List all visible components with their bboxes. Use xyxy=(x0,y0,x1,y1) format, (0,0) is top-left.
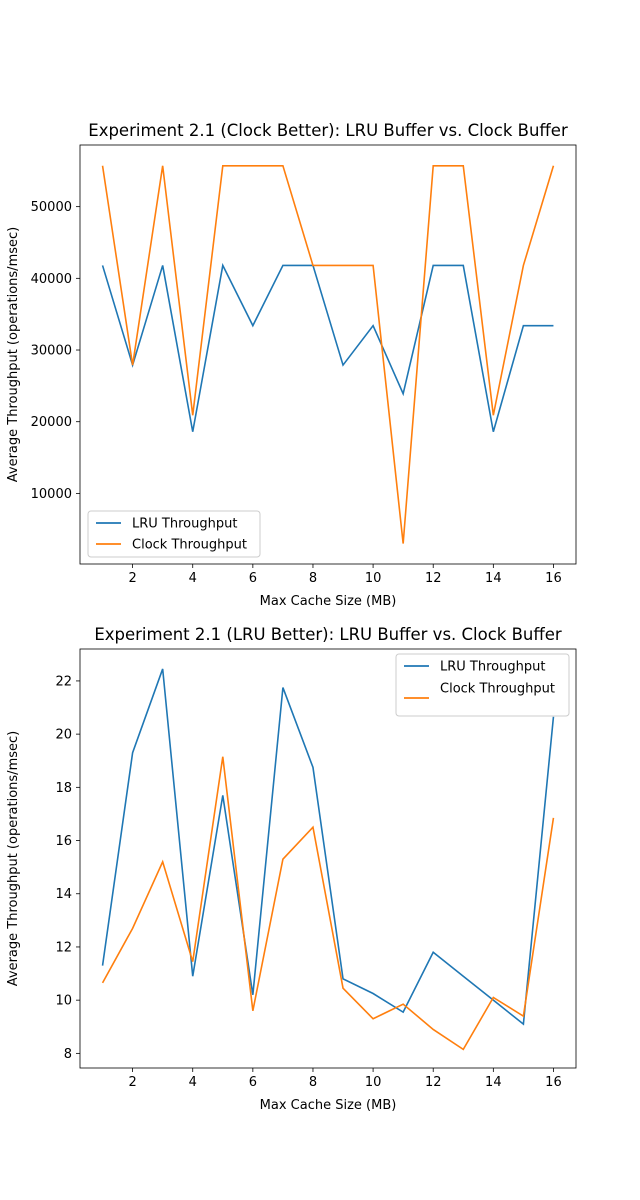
x-tick-label: 4 xyxy=(189,1075,197,1090)
x-tick-label: 6 xyxy=(249,1075,257,1090)
x-tick-label: 12 xyxy=(425,1075,442,1090)
series-line-lru xyxy=(101,262,554,432)
x-tick-label: 4 xyxy=(189,571,197,586)
plot-frame xyxy=(79,648,577,1069)
x-tick-label: 2 xyxy=(128,571,136,586)
y-tick-label: 30000 xyxy=(31,344,72,359)
chart-title: Experiment 2.1 (LRU Better): LRU Buffer … xyxy=(94,625,562,644)
chart-2: Experiment 2.1 (LRU Better): LRU Buffer … xyxy=(6,625,577,1113)
y-axis-label: Average Throughput (operations/msec) xyxy=(6,731,21,986)
y-axis-label: Average Throughput (operations/msec) xyxy=(6,227,21,482)
series-line-clock xyxy=(101,164,555,544)
series-line-lru xyxy=(101,668,555,1026)
series-line-clock xyxy=(101,756,555,1051)
x-tick-label: 6 xyxy=(249,571,257,586)
legend: LRU Throughput Clock Throughput xyxy=(87,510,261,558)
y-tick-label: 12 xyxy=(55,940,72,955)
plot-frame xyxy=(79,144,577,565)
y-tick-label: 10000 xyxy=(31,487,72,502)
x-tick-label: 16 xyxy=(545,1075,562,1090)
y-tick-label: 8 xyxy=(64,1047,72,1062)
x-tick-label: 10 xyxy=(365,571,382,586)
x-tick-label: 8 xyxy=(309,571,317,586)
legend-label-lru: LRU Throughput xyxy=(132,517,237,532)
x-tick-label: 14 xyxy=(485,571,502,586)
x-tick-label: 8 xyxy=(309,1075,317,1090)
legend-label-lru: LRU Throughput xyxy=(440,660,545,675)
x-tick-label: 14 xyxy=(485,1075,502,1090)
x-tick-label: 10 xyxy=(365,1075,382,1090)
x-tick-label: 16 xyxy=(545,571,562,586)
legend-box xyxy=(87,510,261,558)
y-tick-label: 20000 xyxy=(31,415,72,430)
x-tick-label: 12 xyxy=(425,571,442,586)
legend-box xyxy=(395,653,570,717)
y-tick-label: 22 xyxy=(55,674,72,689)
x-tick-label: 2 xyxy=(128,1075,136,1090)
y-tick-label: 10 xyxy=(55,994,72,1009)
chart-title: Experiment 2.1 (Clock Better): LRU Buffe… xyxy=(88,121,568,140)
x-axis-label: Max Cache Size (MB) xyxy=(260,1098,397,1113)
y-tick-label: 40000 xyxy=(31,272,72,287)
y-tick-label: 16 xyxy=(55,834,72,849)
legend: LRU Throughput Clock Throughput xyxy=(395,653,570,717)
legend-label-clock: Clock Throughput xyxy=(440,682,555,697)
y-tick-label: 20 xyxy=(55,728,72,743)
legend-label-clock: Clock Throughput xyxy=(132,538,247,553)
x-axis-label: Max Cache Size (MB) xyxy=(260,594,397,609)
y-tick-label: 50000 xyxy=(31,200,72,215)
chart-1: Experiment 2.1 (Clock Better): LRU Buffe… xyxy=(6,121,577,609)
y-tick-label: 18 xyxy=(55,781,72,796)
y-tick-label: 14 xyxy=(55,887,72,902)
